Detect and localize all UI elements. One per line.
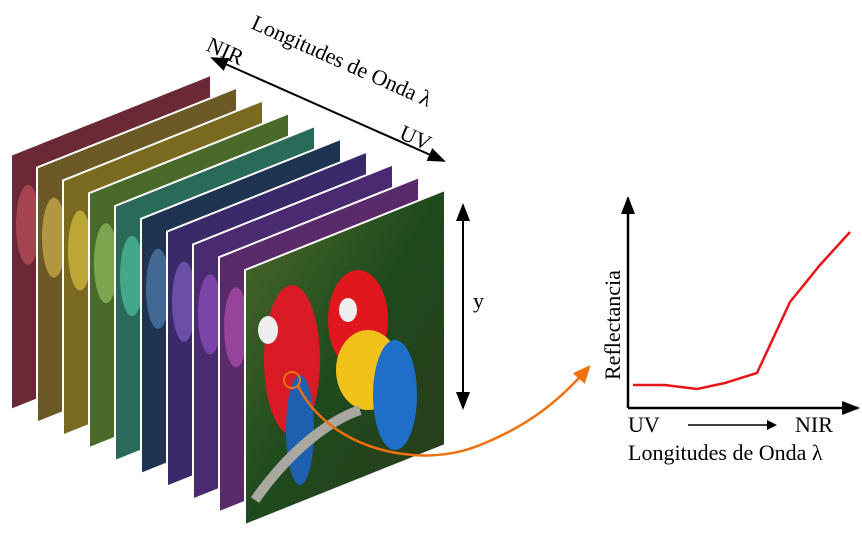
x-axis-label: Longitudes de Onda λ (628, 440, 823, 465)
cube-end-label: UV (396, 120, 435, 156)
y-axis-label: Reflectancia (600, 270, 625, 380)
reflectance-plot: Reflectancia UV NIR Longitudes de Onda λ (600, 198, 858, 465)
diagram: Longitudes de Onda λ NIR UV y Reflectanc… (0, 0, 862, 531)
x-end-label: NIR (795, 412, 833, 437)
height-label: y (473, 288, 484, 313)
x-start-label: UV (628, 412, 660, 437)
cube-axis-label: Longitudes de Onda λ (248, 10, 436, 112)
cube-start-label: NIR (203, 32, 248, 70)
reflectance-curve (633, 232, 850, 389)
